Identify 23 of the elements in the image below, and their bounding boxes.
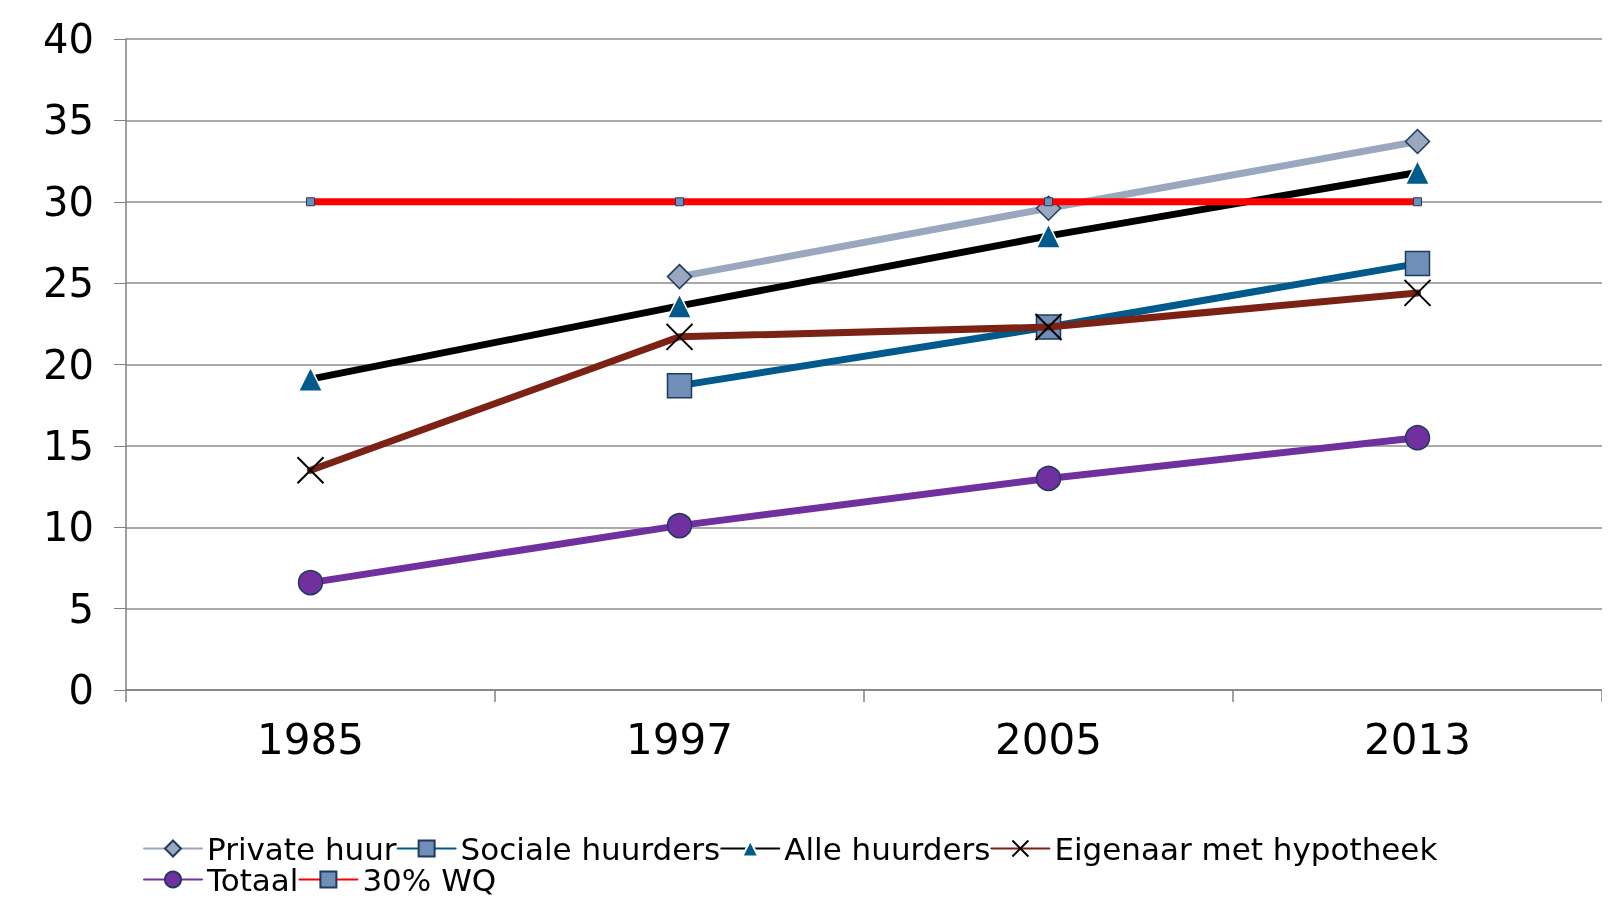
x-tick-label: 2013 (1364, 714, 1471, 764)
y-tick-label: 0 (68, 667, 94, 713)
point (297, 569, 324, 596)
y-tick-label: 40 (43, 16, 94, 62)
point (1404, 250, 1431, 277)
point (666, 512, 693, 539)
y-tick-label: 30 (43, 178, 94, 225)
legend-label: Eigenaar met hypotheek (1054, 830, 1438, 867)
y-tick-label: 5 (68, 585, 94, 632)
x-tick-label: 1985 (257, 714, 364, 764)
legend-label: Alle huurders (784, 830, 991, 867)
y-tick-label: 25 (43, 260, 94, 307)
y-tick-label: 10 (43, 504, 94, 551)
x-tick-label: 1997 (626, 714, 733, 764)
point (1035, 465, 1062, 492)
point (1404, 128, 1431, 155)
point (1404, 424, 1431, 451)
point (666, 372, 693, 399)
y-tick-label: 15 (43, 422, 94, 469)
y-tick-label: 35 (43, 97, 94, 144)
x-tick-label: 2005 (995, 714, 1102, 764)
y-tick-label: 20 (43, 341, 94, 388)
point (666, 263, 693, 290)
